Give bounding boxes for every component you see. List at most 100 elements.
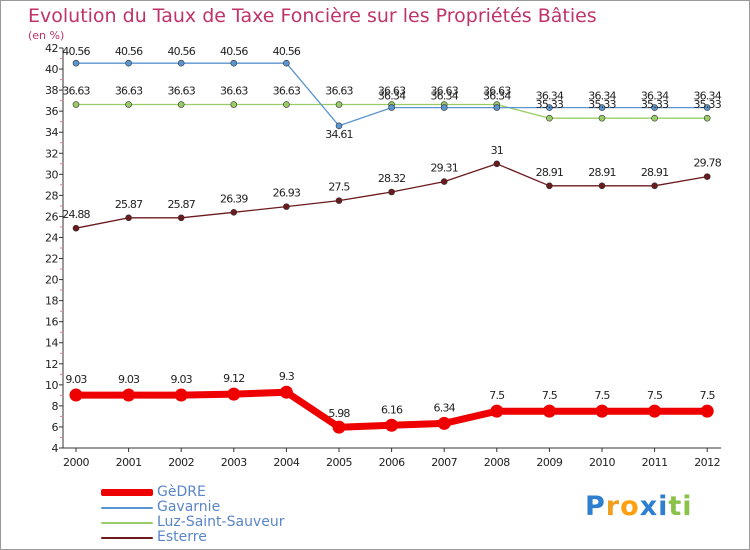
data-label: 36.63 <box>167 85 195 98</box>
y-tick-label: 22 <box>45 253 58 266</box>
data-point <box>227 387 241 401</box>
y-tick-label: 20 <box>45 274 58 287</box>
data-point <box>546 114 553 122</box>
data-label: 29.31 <box>430 162 458 175</box>
data-label: 36.34 <box>588 90 616 103</box>
x-tick-label: 2002 <box>168 456 194 469</box>
x-tick-label: 2012 <box>694 456 720 469</box>
data-label: 9.12 <box>223 372 244 385</box>
data-point <box>72 101 80 108</box>
data-label: 9.3 <box>279 370 295 383</box>
data-label: 36.63 <box>325 85 353 98</box>
data-label: 35.33 <box>588 98 616 111</box>
y-tick-label: 36 <box>45 105 58 118</box>
data-point <box>440 104 448 111</box>
data-point <box>283 203 290 210</box>
data-point <box>651 114 658 122</box>
y-tick-label: 18 <box>45 295 58 308</box>
data-point <box>542 404 556 418</box>
brand-letter: o <box>620 491 640 522</box>
data-label: 28.91 <box>588 166 616 179</box>
brand-letter: x <box>639 491 659 522</box>
data-label: 9.03 <box>118 373 140 386</box>
data-label: 9.03 <box>65 373 87 386</box>
data-point <box>125 101 132 108</box>
data-label: 36.34 <box>641 90 669 103</box>
data-label: 40.56 <box>273 45 301 58</box>
data-label: 36.63 <box>62 85 90 98</box>
y-tick-label: 28 <box>45 189 58 202</box>
data-label: 28.91 <box>641 166 669 179</box>
y-tick-label: 42 <box>45 42 58 55</box>
data-point <box>598 114 606 122</box>
brand-letter: P <box>585 491 606 522</box>
data-label: 7.5 <box>700 389 716 402</box>
data-label: 36.34 <box>430 90 458 103</box>
chart-axes: 4 6 8 10 12 14 16 18 20 22 24 26 28 30 32 34 36 38 40 42 200… <box>45 42 721 469</box>
data-label: 6.34 <box>434 401 456 414</box>
data-point <box>279 385 293 399</box>
data-point <box>177 101 185 108</box>
y-tick-label: 26 <box>45 210 58 223</box>
data-label: 25.87 <box>115 198 143 211</box>
data-label: 36.63 <box>430 85 458 98</box>
legend-swatch <box>101 537 153 539</box>
data-label: 40.56 <box>167 45 195 58</box>
x-tick-label: 2000 <box>63 456 89 469</box>
data-label: 40.56 <box>115 45 143 58</box>
legend-label: GèDRE <box>157 484 206 500</box>
data-point <box>230 209 238 216</box>
data-label: 28.32 <box>378 172 406 185</box>
y-tick-label: 14 <box>45 337 58 350</box>
data-point <box>72 59 80 67</box>
y-tick-label: 6 <box>52 421 59 434</box>
data-label: 24.88 <box>62 208 90 221</box>
data-label: 34.61 <box>325 128 353 141</box>
y-tick-label: 8 <box>52 400 59 413</box>
chart-unit-label: (en %) <box>28 29 65 42</box>
x-tick-label: 2004 <box>273 456 299 469</box>
data-labels: 9.03 9.03 9.03 9.12 9.3 5.98 6.16 6.34 7.5 7.5 7.5… <box>62 45 722 420</box>
data-point <box>493 104 501 111</box>
data-point <box>703 114 711 122</box>
y-tick-label: 40 <box>45 63 58 76</box>
legend-swatch <box>101 507 153 509</box>
data-point <box>69 388 83 402</box>
brand-letter: r <box>605 491 621 522</box>
data-point <box>703 173 711 180</box>
data-point <box>335 197 343 204</box>
data-label: 36.63 <box>378 85 406 98</box>
y-tick-label: 32 <box>45 147 58 160</box>
data-point <box>177 214 185 222</box>
data-point <box>174 388 188 402</box>
data-label: 36.34 <box>536 90 564 103</box>
brand-logo: Proxiti <box>585 491 693 522</box>
data-label: 9.03 <box>171 373 193 386</box>
data-label: 36.63 <box>483 85 511 98</box>
data-label: 7.5 <box>594 389 610 402</box>
data-label: 40.56 <box>62 45 90 58</box>
y-tick-label: 34 <box>45 126 58 139</box>
data-point <box>490 404 504 418</box>
x-tick-label: 2003 <box>221 456 247 469</box>
y-tick-label: 16 <box>45 316 58 329</box>
y-tick-label: 12 <box>45 358 58 371</box>
data-point <box>335 101 343 108</box>
data-label: 28.91 <box>536 166 564 179</box>
data-label: 36.63 <box>273 85 301 98</box>
data-point <box>700 404 714 418</box>
data-point <box>703 104 711 111</box>
y-tick-label: 10 <box>45 379 58 392</box>
data-point <box>648 404 662 418</box>
data-point <box>388 188 395 196</box>
x-tick-label: 2010 <box>589 456 615 469</box>
data-label: 27.5 <box>328 181 350 194</box>
data-point <box>493 160 501 168</box>
data-label: 36.34 <box>693 90 721 103</box>
x-tick-label: 2001 <box>116 456 142 469</box>
data-point <box>651 104 658 111</box>
y-tick-label: 24 <box>45 231 58 244</box>
data-point <box>332 420 346 434</box>
